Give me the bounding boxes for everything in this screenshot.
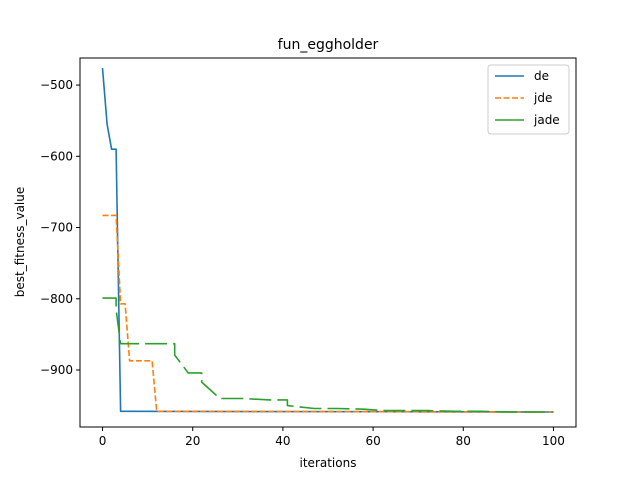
legend-box: [487, 64, 570, 135]
y-tick-label: −800: [40, 292, 73, 306]
y-tick-label: −900: [40, 363, 73, 377]
y-tick-label: −700: [40, 221, 73, 235]
legend-label-jade: jade: [533, 113, 560, 127]
series-line-jade: [102, 297, 554, 413]
y-axis-ticks: −900 −800 −700 −600 −500: [40, 78, 80, 377]
x-tick-label: 80: [456, 434, 471, 448]
x-tick-label: 20: [185, 434, 200, 448]
legend-label-de: de: [534, 69, 549, 83]
series-line-jde: [102, 214, 554, 413]
legend-label-jde: jde: [533, 91, 552, 105]
y-axis-label: best_fitness_value: [13, 187, 27, 298]
legend: de jde jade: [487, 64, 570, 135]
chart-title: fun_eggholder: [278, 37, 379, 53]
x-tick-label: 60: [365, 434, 380, 448]
x-axis-label: iterations: [300, 456, 357, 470]
x-axis-ticks: 0 20 40 60 80 100: [99, 427, 565, 448]
x-tick-label: 0: [99, 434, 107, 448]
x-tick-label: 40: [275, 434, 290, 448]
plot-frame: [79, 57, 577, 428]
y-tick-label: −500: [40, 78, 73, 92]
x-tick-label: 100: [542, 434, 565, 448]
y-tick-label: −600: [40, 149, 73, 163]
plot-lines: [101, 67, 554, 413]
